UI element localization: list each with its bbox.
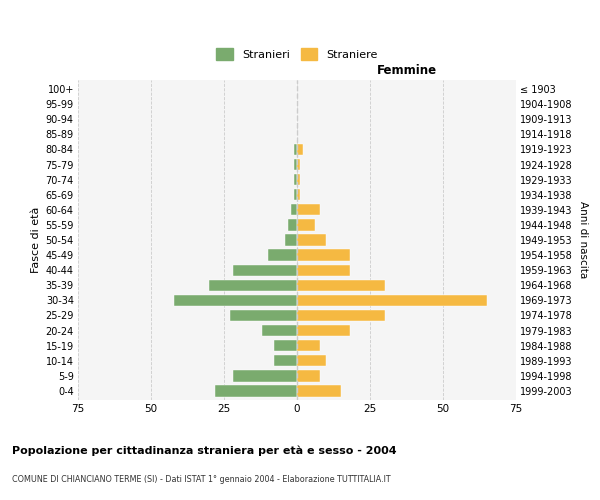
Bar xyxy=(268,250,297,261)
Bar xyxy=(233,264,297,276)
Bar xyxy=(294,144,297,155)
Bar xyxy=(297,174,300,186)
Text: Popolazione per cittadinanza straniera per età e sesso - 2004: Popolazione per cittadinanza straniera p… xyxy=(12,445,397,456)
Bar xyxy=(215,386,297,396)
Bar xyxy=(297,340,320,351)
Bar xyxy=(297,370,320,382)
Bar xyxy=(297,264,350,276)
Y-axis label: Anni di nascita: Anni di nascita xyxy=(578,202,589,278)
Bar xyxy=(230,310,297,321)
Bar xyxy=(294,159,297,170)
Bar xyxy=(294,174,297,186)
Text: Femmine: Femmine xyxy=(376,64,437,77)
Bar xyxy=(297,189,300,200)
Bar xyxy=(297,310,385,321)
Bar xyxy=(297,219,314,230)
Bar xyxy=(294,189,297,200)
Bar xyxy=(297,280,385,291)
Y-axis label: Fasce di età: Fasce di età xyxy=(31,207,41,273)
Bar xyxy=(297,159,300,170)
Bar xyxy=(175,294,297,306)
Bar xyxy=(233,370,297,382)
Bar xyxy=(297,234,326,246)
Text: COMUNE DI CHIANCIANO TERME (SI) - Dati ISTAT 1° gennaio 2004 - Elaborazione TUTT: COMUNE DI CHIANCIANO TERME (SI) - Dati I… xyxy=(12,475,391,484)
Bar xyxy=(262,325,297,336)
Bar xyxy=(291,204,297,216)
Bar xyxy=(286,234,297,246)
Bar xyxy=(288,219,297,230)
Bar xyxy=(297,325,350,336)
Bar xyxy=(297,355,326,366)
Bar xyxy=(209,280,297,291)
Legend: Stranieri, Straniere: Stranieri, Straniere xyxy=(212,44,382,64)
Bar xyxy=(274,340,297,351)
Bar xyxy=(297,204,320,216)
Bar xyxy=(297,250,350,261)
Bar xyxy=(297,144,303,155)
Bar xyxy=(297,294,487,306)
Bar xyxy=(274,355,297,366)
Bar xyxy=(297,386,341,396)
